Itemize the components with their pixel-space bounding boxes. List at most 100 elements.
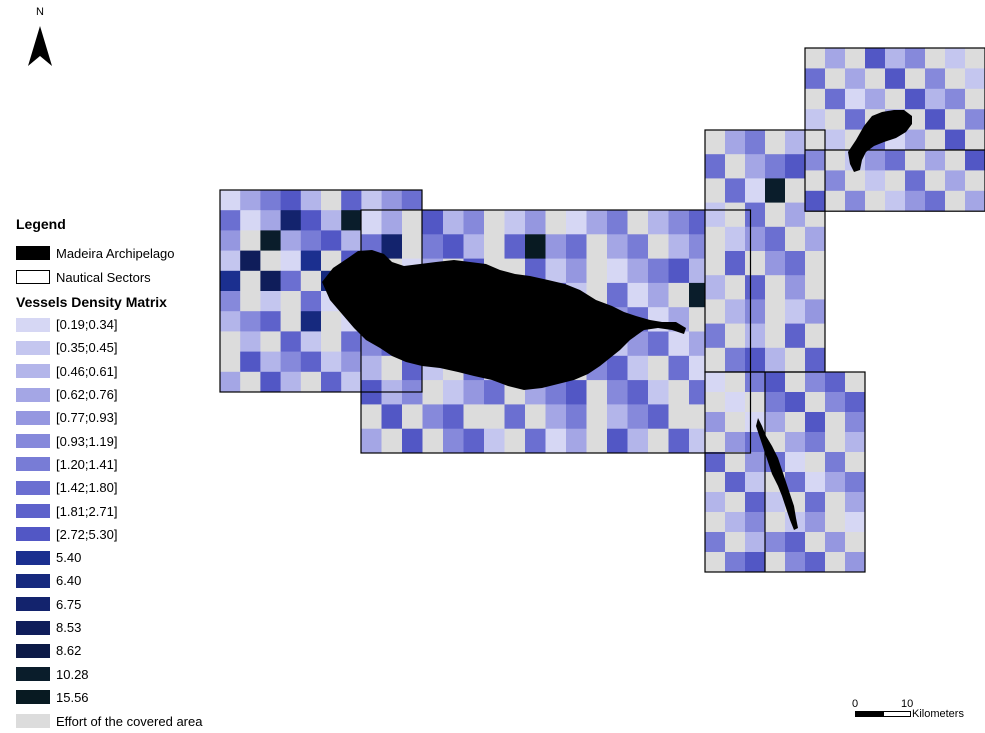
density-swatch xyxy=(16,573,50,588)
density-cell xyxy=(300,270,322,292)
density-cell xyxy=(725,412,746,433)
density-cell xyxy=(586,428,608,454)
density-cell xyxy=(668,234,690,259)
scale-zero-label: 0 xyxy=(852,698,859,710)
density-cell xyxy=(725,130,746,155)
density-cell xyxy=(925,109,946,130)
density-cell xyxy=(705,512,726,533)
density-cell xyxy=(945,48,966,69)
density-cell xyxy=(220,311,241,332)
density-cell xyxy=(765,512,786,533)
density-cell xyxy=(745,347,766,373)
density-class: 10.28 xyxy=(16,662,256,685)
density-cell xyxy=(463,404,485,430)
density-cell xyxy=(220,331,241,352)
density-class: [1.81;2.71] xyxy=(16,499,256,522)
density-cell xyxy=(280,371,302,393)
density-cell xyxy=(845,452,866,473)
density-label: [1.20;1.41] xyxy=(56,456,118,472)
density-cell xyxy=(240,331,261,352)
density-cell xyxy=(765,412,786,433)
density-class: 6.75 xyxy=(16,593,256,616)
density-cell xyxy=(785,347,806,373)
density-swatch xyxy=(16,620,50,635)
density-swatch xyxy=(16,527,50,542)
density-cell xyxy=(280,210,302,231)
legend-item-label: Madeira Archipelago xyxy=(56,245,175,261)
density-cell xyxy=(300,230,322,251)
density-cell xyxy=(745,392,766,413)
density-cell xyxy=(885,170,906,192)
density-cell xyxy=(361,190,382,211)
density-cell xyxy=(463,234,485,259)
island-swatch xyxy=(16,246,50,260)
density-cell xyxy=(805,472,826,493)
density-cell xyxy=(945,68,966,90)
density-cell xyxy=(300,331,322,352)
density-cell xyxy=(443,380,464,405)
density-cell xyxy=(361,428,382,454)
density-class: [0.35;0.45] xyxy=(16,336,256,359)
density-cell xyxy=(805,412,826,433)
density-cell xyxy=(845,190,866,212)
density-class: [0.46;0.61] xyxy=(16,360,256,383)
density-cell xyxy=(845,48,866,69)
density-cell xyxy=(865,150,886,171)
density-cell xyxy=(300,291,322,312)
density-cell xyxy=(945,109,966,130)
density-cell xyxy=(925,190,946,212)
density-cell xyxy=(705,372,726,393)
density-cell xyxy=(280,311,302,332)
density-cell xyxy=(240,210,261,231)
density-cell xyxy=(825,48,846,69)
density-cell xyxy=(785,532,806,553)
density-cell xyxy=(705,178,726,203)
density-cell xyxy=(240,351,261,373)
density-cell xyxy=(825,88,846,110)
density-swatch xyxy=(16,550,50,565)
density-cell xyxy=(381,210,403,235)
density-swatch xyxy=(16,457,50,472)
density-cell xyxy=(566,428,587,454)
density-swatch xyxy=(16,387,50,402)
density-cell xyxy=(627,282,649,308)
density-cell xyxy=(765,492,786,513)
density-swatch xyxy=(16,480,50,495)
density-cell xyxy=(260,210,281,231)
density-cell xyxy=(463,380,485,405)
density-cell xyxy=(765,130,786,155)
density-cell xyxy=(321,210,342,231)
density-cell xyxy=(705,299,726,324)
density-cell xyxy=(765,154,786,179)
density-cell xyxy=(785,251,806,276)
density-cell xyxy=(280,291,302,312)
density-cell xyxy=(765,202,786,228)
density-cell xyxy=(825,109,846,130)
density-cell xyxy=(785,154,806,179)
density-cell xyxy=(586,234,608,259)
density-cell xyxy=(422,234,444,259)
density-cell xyxy=(484,380,505,405)
density-label: 10.28 xyxy=(56,666,89,682)
density-cell xyxy=(280,250,302,272)
density-cell xyxy=(484,210,505,235)
density-cell xyxy=(845,432,866,453)
density-cell xyxy=(627,380,649,405)
density-cell xyxy=(965,129,985,151)
density-cell xyxy=(607,258,628,284)
density-cell xyxy=(705,432,726,453)
density-cell xyxy=(965,170,985,192)
density-cell xyxy=(260,190,281,211)
density-cell xyxy=(341,230,362,251)
density-cell xyxy=(443,404,464,430)
scale-segment-white xyxy=(883,711,911,717)
density-cell xyxy=(422,404,444,430)
density-class: 8.62 xyxy=(16,639,256,662)
density-cell xyxy=(805,347,826,373)
density-cell xyxy=(463,210,485,235)
density-cell xyxy=(705,130,726,155)
density-cell xyxy=(504,404,526,430)
legend-item-island: Madeira Archipelago xyxy=(16,241,256,265)
density-cell xyxy=(725,202,746,228)
